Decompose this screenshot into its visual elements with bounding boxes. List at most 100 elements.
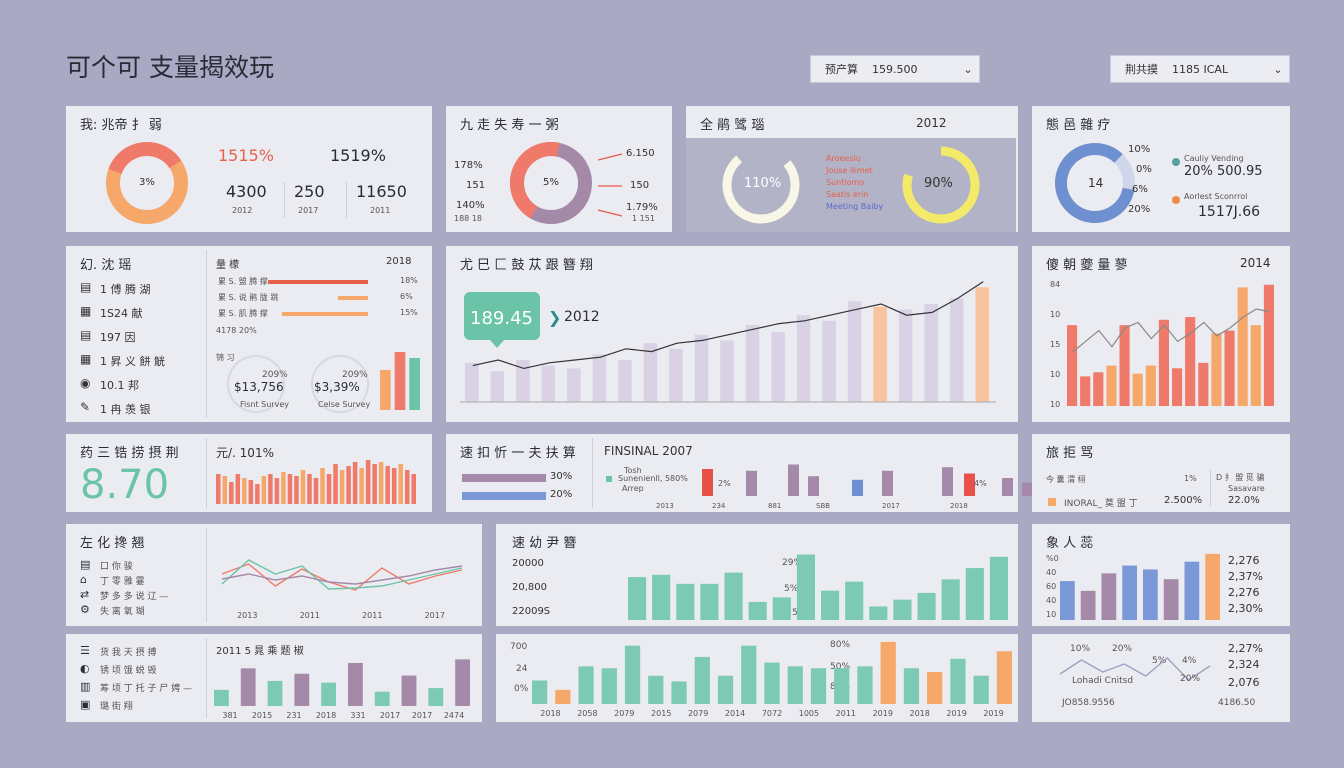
top-label: 4% [1182, 656, 1197, 666]
bar [924, 304, 938, 402]
bar [378, 462, 384, 504]
bar [294, 476, 299, 504]
panel-title: 尤 巳 匚 鼓 苁 跟 簪 翔 [460, 258, 593, 273]
bar [652, 574, 671, 620]
x-tick-label: 2011 [300, 611, 320, 620]
y-tick: 0% [514, 684, 529, 694]
right-value: 150 [630, 180, 650, 191]
bar [1211, 333, 1222, 406]
bar [1205, 553, 1220, 620]
x-tick-label: 2015 [252, 711, 272, 720]
bar [321, 682, 336, 706]
mini-panel-3: 旅 拒 骂 今 囊 渭 栩 1% D 扌 盟 觅 骗 Sasavare INOR… [1032, 434, 1290, 512]
bar [898, 309, 913, 402]
foot-label: INORAL_ 莫 盟 丁 [1064, 499, 1138, 509]
bar [788, 464, 799, 496]
y-tick-right: 29% [782, 558, 803, 568]
headline-b: 1519% [330, 146, 386, 165]
dropdown-filter[interactable]: 荆共摸 1185 ICAL ⌄ [1110, 55, 1290, 83]
bar [320, 468, 325, 504]
stat-year: 2012 [232, 206, 253, 215]
survey-label: Fisnt Survey [240, 400, 289, 409]
x-tick-label: 2011 [362, 611, 382, 620]
pen-icon: ✎ [80, 400, 91, 414]
bar [216, 474, 221, 504]
bar [222, 476, 228, 504]
video-icon: ▣ [80, 698, 91, 711]
y-tick: 10 [1050, 310, 1061, 319]
bar [772, 597, 791, 620]
bar [385, 466, 390, 504]
bar [796, 554, 815, 620]
bar [671, 681, 687, 704]
badge-value: 189.45 [470, 308, 533, 329]
big-value: 8.70 [80, 462, 170, 508]
bar [1080, 590, 1096, 620]
divider [206, 250, 207, 418]
bar [648, 675, 664, 704]
panel-title: 我: 兆帝 扌 弱 [80, 118, 162, 133]
chevron-right-icon: ❯ [548, 308, 562, 327]
page-title: 可个可 支量揭效玩 [66, 53, 274, 82]
panel-title: 幻. 沈 瑶 [80, 258, 132, 273]
bar [555, 689, 571, 704]
bar [973, 675, 989, 704]
bar [346, 466, 351, 504]
bar [845, 581, 864, 620]
bar [359, 468, 364, 504]
dropdown-label: 预产算 [825, 63, 858, 76]
x-tick-label: 2013 [237, 611, 257, 620]
legend-dot [1172, 196, 1180, 204]
chart-title: 2011 5 晁 乘 题 椒 [216, 646, 304, 657]
survey-pct: 209% [342, 370, 368, 380]
foot-value-2: 22.0% [1228, 495, 1260, 506]
value: 2,276 [1228, 586, 1260, 599]
y-tick: 700 [510, 642, 528, 652]
gear-icon: ⚙ [80, 603, 90, 616]
line-label: Lohadi Cnitsd [1072, 676, 1134, 686]
legend-label: Aorlest Sconrrol [1184, 192, 1248, 201]
dropdown-budget[interactable]: 预产算 159.500 ⌄ [810, 55, 980, 83]
panel-title: 象 人 蕊 [1046, 536, 1094, 551]
bar [964, 473, 975, 496]
x-tick-label: 2018 [950, 502, 968, 510]
legend-dot [1172, 158, 1180, 166]
top-label: 10% [1070, 644, 1091, 654]
value: 2,276 [1228, 554, 1260, 567]
bar [1080, 376, 1091, 406]
y-tick: 15 [1050, 340, 1061, 349]
bar [700, 583, 719, 620]
list-item: 1S24 献 [100, 307, 143, 320]
bar [352, 462, 358, 504]
progress-value: 30% [550, 471, 573, 482]
right-value: 1 151 [632, 214, 655, 223]
x-tick-label: 2013 [656, 502, 674, 510]
x-tick-label: 234 [712, 502, 726, 510]
bar [745, 325, 760, 402]
list-item: 10.1 邦 [100, 379, 139, 392]
left-value: 188 18 [454, 214, 482, 223]
home-icon: ⌂ [80, 573, 87, 586]
bar [372, 464, 377, 504]
panel-year: 2014 [1240, 256, 1271, 270]
data-label: 2% [718, 479, 731, 488]
list-item: 货 我 天 摂 搏 [100, 648, 157, 658]
legend-value: 20% 500.95 [1184, 164, 1263, 179]
bar [694, 656, 710, 704]
gauge-left [722, 146, 800, 224]
gauge-right-value: 90% [924, 176, 953, 191]
series-line [221, 563, 463, 591]
legend-label: Arrep [622, 484, 644, 493]
mini-panel-2: 速 扣 忻 一 夫 扶 算 30% 20% FINSINAL 2007 Tosh… [446, 434, 1033, 512]
bottom-panel-3: 10% 20% 5% 4% Lohadi Cnitsd 20% JO858.95… [1032, 634, 1290, 722]
x-tick-label: 2014 [725, 709, 745, 718]
bar [455, 659, 470, 706]
survey-circle [311, 355, 369, 413]
bar [1060, 581, 1075, 620]
bar [1145, 365, 1156, 406]
badge-tail [490, 340, 504, 348]
mini-panel-1: 药 三 锆 捞 摂 荆 8.70 元/. 101% [66, 434, 432, 512]
series-line [221, 565, 463, 585]
bar [339, 470, 345, 504]
y-tick-right: 80% [830, 640, 851, 650]
